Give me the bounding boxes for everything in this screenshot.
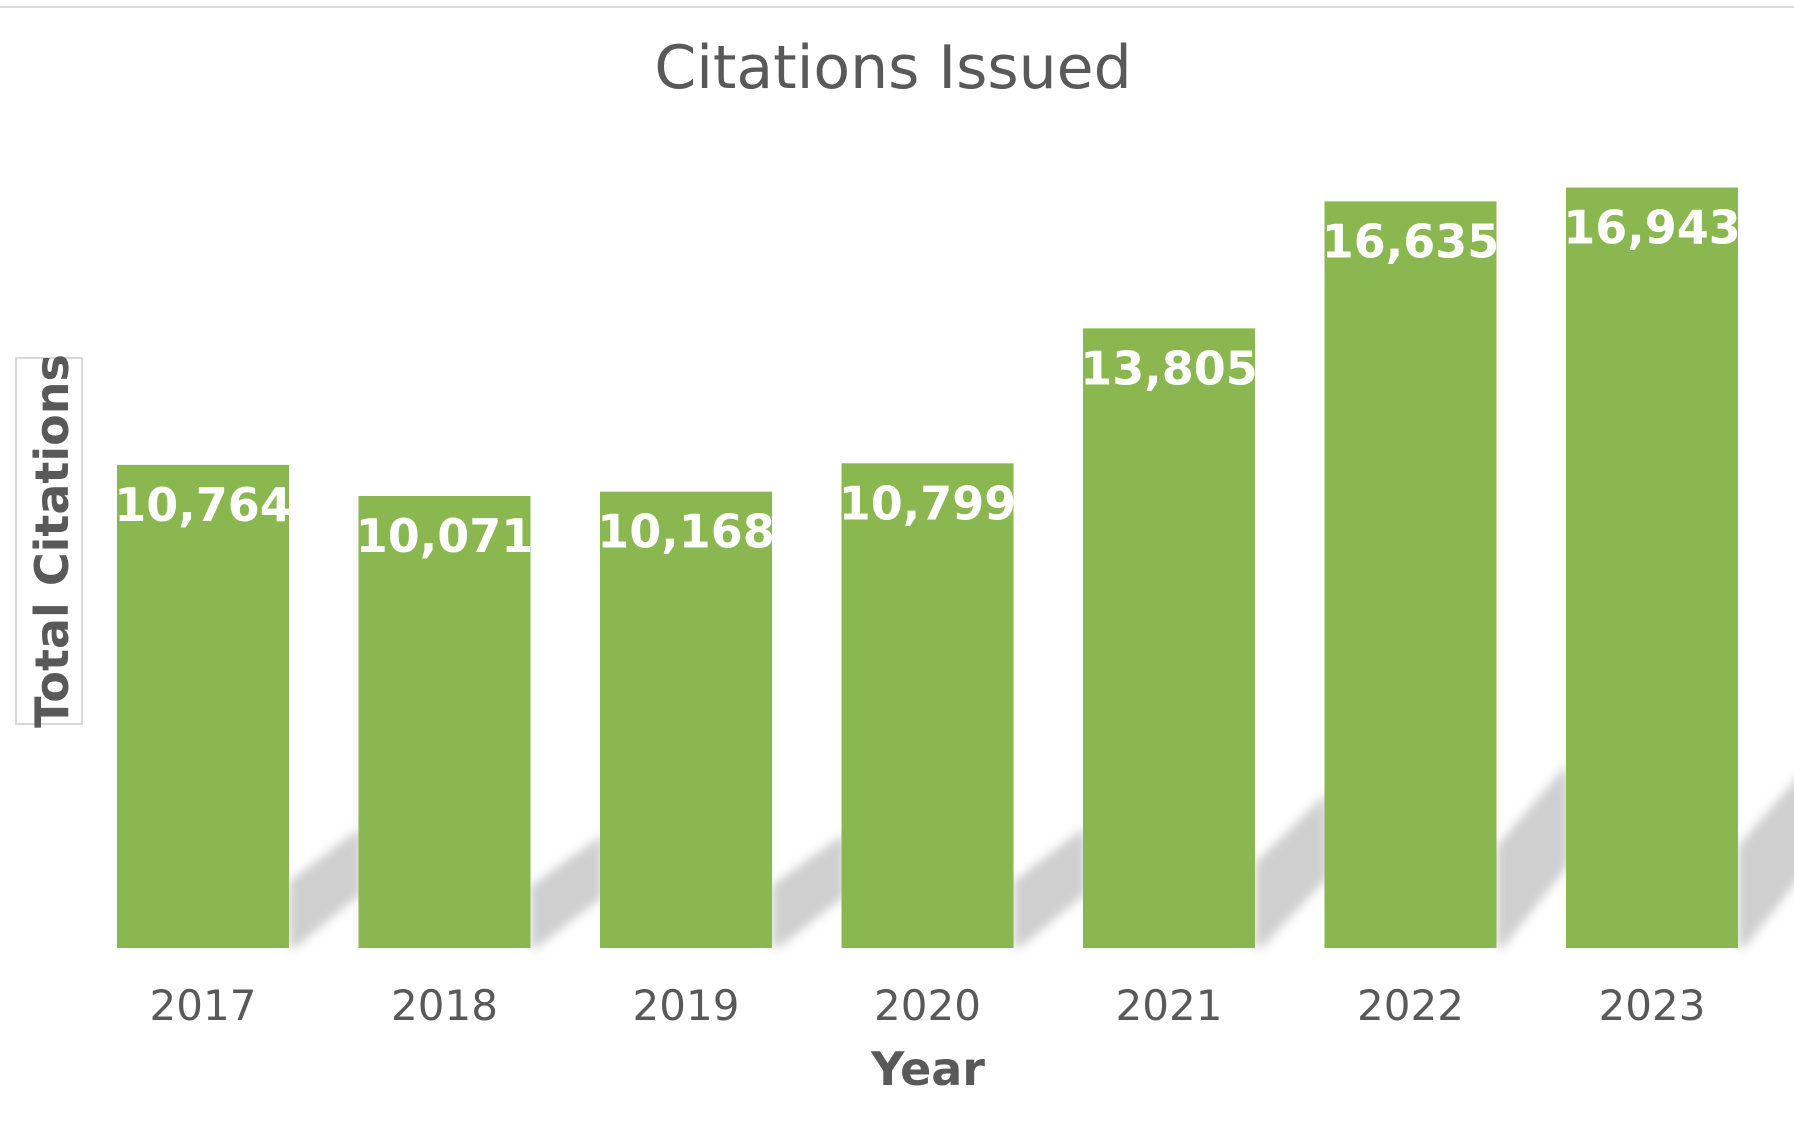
bar-2018 (358, 495, 531, 948)
data-label-2020: 10,799 (839, 476, 1017, 530)
x-tick-2022: 2022 (1357, 981, 1464, 1030)
data-label-2019: 10,168 (597, 505, 775, 559)
x-tick-2023: 2023 (1599, 981, 1706, 1030)
bar-group (117, 187, 1738, 948)
bar-shadow-2019 (772, 833, 844, 948)
data-label-2017: 10,764 (114, 478, 292, 532)
bar-2022 (1324, 201, 1497, 948)
bar-shadow-2023 (1738, 781, 1794, 948)
data-label-2018: 10,071 (356, 509, 534, 563)
chart-title: Citations Issued (654, 33, 1131, 103)
bar-shadow-2018 (530, 834, 603, 948)
x-tick-2017: 2017 (150, 981, 257, 1030)
x-axis-title: Year (870, 1042, 985, 1096)
y-axis-title: Total Citations (25, 354, 79, 728)
x-tick-2021: 2021 (1116, 981, 1223, 1030)
bar-shadow-2021 (1255, 793, 1327, 948)
data-label-2022: 16,635 (1322, 214, 1500, 268)
x-axis-ticks: 2017 2018 2019 2020 2021 2022 2023 (150, 981, 1706, 1030)
bar-2021 (1083, 328, 1255, 948)
x-tick-2020: 2020 (874, 981, 981, 1030)
bar-shadows (289, 763, 1794, 948)
bar-2019 (600, 491, 772, 948)
bar-shadow-2022 (1496, 763, 1569, 948)
data-label-2023: 16,943 (1563, 201, 1741, 255)
x-tick-2018: 2018 (391, 981, 498, 1030)
bar-2020 (841, 463, 1014, 948)
x-tick-2019: 2019 (633, 981, 740, 1030)
data-label-2021: 13,805 (1080, 341, 1258, 395)
bar-2023 (1566, 187, 1738, 948)
top-divider (0, 6, 1794, 8)
bar-shadow-2020 (1013, 826, 1086, 948)
y-axis-title-box (15, 357, 83, 725)
data-labels: 10,764 10,071 10,168 10,799 13,805 16,635 16,9… (114, 201, 1741, 563)
bar-shadow-2017 (289, 827, 361, 948)
bar-2017 (117, 464, 289, 948)
